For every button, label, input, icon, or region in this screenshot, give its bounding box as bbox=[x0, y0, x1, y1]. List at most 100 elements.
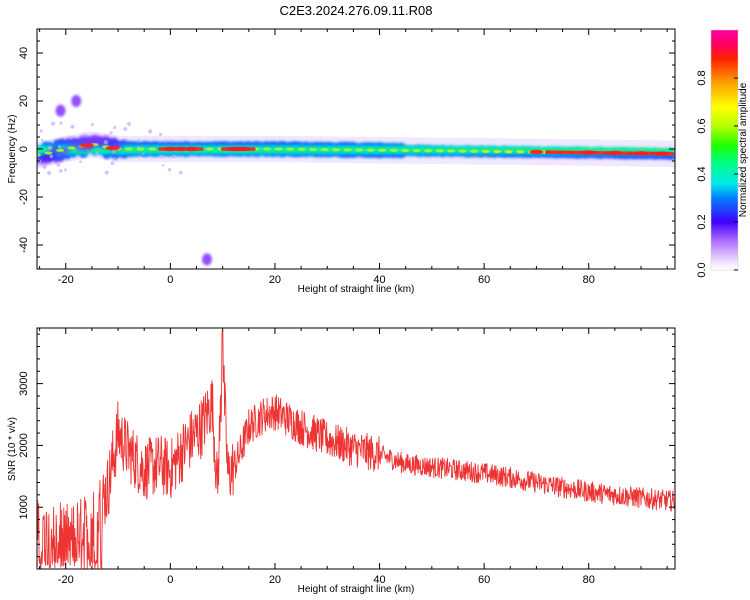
spectrogram-hotspot bbox=[529, 149, 544, 155]
spectrogram-hot-segment bbox=[545, 150, 675, 156]
snr-x-tick-label: 40 bbox=[373, 574, 385, 586]
spectrogram-y-tick-label: 0 bbox=[18, 146, 30, 152]
spectrogram-hotspot bbox=[79, 142, 94, 148]
snr-y-tick-label: 2000 bbox=[18, 433, 30, 457]
spectrogram-heat-layer bbox=[37, 95, 675, 266]
snr-x-tick-label: 20 bbox=[269, 574, 281, 586]
spectrogram-outlier bbox=[55, 104, 66, 117]
spectrogram-x-tick-label: 0 bbox=[167, 274, 173, 286]
spectrogram-core bbox=[286, 147, 295, 151]
spectrogram-core bbox=[343, 148, 352, 152]
spectrogram-core bbox=[37, 153, 41, 157]
spectrogram-speck bbox=[79, 160, 82, 163]
spectrogram-speck bbox=[178, 170, 183, 175]
spectrogram-speck bbox=[51, 121, 56, 126]
spectrogram-speck bbox=[137, 138, 141, 142]
colorbar-label: Normalized spectral amplitude bbox=[738, 82, 749, 217]
spectrogram-y-axis-label: Frequency (Hz) bbox=[7, 115, 18, 184]
spectrogram-speck bbox=[167, 168, 172, 172]
spectrogram-speck bbox=[113, 156, 116, 160]
spectrogram-speck bbox=[162, 164, 165, 167]
spectrogram-core bbox=[470, 149, 479, 153]
spectrogram-core bbox=[389, 148, 398, 152]
chart-title: C2E3.2024.276.09.11.R08 bbox=[280, 3, 433, 18]
spectrogram-speck bbox=[142, 152, 145, 155]
spectrogram-speck bbox=[123, 127, 128, 131]
spectrogram-speck bbox=[159, 154, 164, 159]
spectrogram-core bbox=[504, 150, 513, 154]
spectrogram-speck bbox=[110, 161, 115, 166]
spectrogram-ticks: -20 0 20 40 60 80 -40 -20 0 20 40 bbox=[18, 28, 675, 286]
snr-y-tick-label: 1000 bbox=[18, 495, 30, 519]
spectrogram-hotspot bbox=[105, 145, 120, 151]
snr-frame bbox=[36, 327, 676, 570]
spectrogram-speck bbox=[56, 162, 61, 167]
spectrogram-panel: -20 0 20 40 60 80 -40 -20 0 20 40 Height of straig… bbox=[7, 28, 676, 295]
spectrogram-core bbox=[125, 147, 134, 151]
spectrogram-core bbox=[205, 147, 214, 151]
colorbar-gradient bbox=[711, 30, 738, 270]
colorbar-tick-label: 0.2 bbox=[696, 214, 708, 229]
spectrogram-outlier bbox=[201, 253, 212, 266]
snr-panel: -20 0 20 40 60 80 1000 2000 3000 Height of strai… bbox=[7, 327, 676, 595]
snr-x-tick-label: 60 bbox=[478, 574, 490, 586]
spectrogram-speck bbox=[58, 169, 63, 173]
colorbar-ticks: 0.0 0.2 0.4 0.6 0.8 bbox=[696, 70, 738, 278]
spectrogram-speck bbox=[49, 154, 54, 159]
spectrogram-core bbox=[435, 149, 444, 153]
spectrogram-core bbox=[366, 148, 375, 152]
spectrogram-x-tick-label: 20 bbox=[269, 274, 281, 286]
spectrogram-outlier bbox=[71, 95, 82, 107]
spectrogram-speck bbox=[47, 145, 52, 150]
spectrogram-x-tick-label: 40 bbox=[373, 274, 385, 286]
colorbar-tick-label: 0.8 bbox=[696, 70, 708, 85]
spectrogram-speck bbox=[47, 170, 52, 176]
spectrogram-speck bbox=[171, 154, 176, 158]
spectrogram-speck bbox=[57, 145, 61, 149]
spectrogram-core bbox=[424, 149, 433, 153]
spectrogram-speck bbox=[39, 129, 43, 133]
spectrogram-core bbox=[516, 150, 525, 154]
spectrogram-speck bbox=[103, 139, 109, 145]
spectrogram-y-tick-label: 20 bbox=[18, 95, 30, 107]
spectrogram-core bbox=[332, 148, 341, 152]
spectrogram-speck bbox=[164, 139, 168, 143]
spectrogram-speck bbox=[90, 123, 94, 127]
spectrogram-speck bbox=[137, 145, 140, 149]
spectrogram-speck bbox=[109, 131, 113, 135]
spectrogram-core bbox=[447, 149, 456, 153]
snr-y-axis-label: SNR (10 * v/v) bbox=[7, 417, 18, 481]
spectrogram-speck bbox=[95, 151, 99, 155]
spectrogram-y-tick-label: -40 bbox=[18, 237, 30, 253]
spectrogram-core bbox=[44, 151, 53, 155]
spectrogram-core bbox=[481, 149, 490, 154]
snr-x-tick-label: 80 bbox=[583, 574, 595, 586]
spectrogram-speck bbox=[170, 139, 174, 143]
spectrogram-speck bbox=[113, 125, 117, 130]
colorbar-tick-label: 0.4 bbox=[696, 166, 708, 181]
spectrogram-core bbox=[67, 146, 76, 150]
spectrogram-speck bbox=[59, 121, 63, 125]
spectrogram-core bbox=[401, 148, 410, 153]
spectrogram-core bbox=[148, 147, 157, 151]
spectrogram-y-tick-label: 40 bbox=[18, 47, 30, 59]
spectrogram-speck bbox=[63, 168, 67, 172]
spectrogram-x-tick-label: -20 bbox=[58, 274, 74, 286]
spectrogram-speck bbox=[70, 124, 75, 129]
snr-x-tick-label: 0 bbox=[167, 574, 173, 586]
spectrogram-speck bbox=[40, 138, 44, 142]
spectrogram-speck bbox=[124, 139, 128, 142]
spectrogram-y-tick-label: -20 bbox=[18, 189, 30, 205]
spectrogram-core bbox=[320, 147, 329, 152]
spectrogram-speck bbox=[159, 132, 163, 136]
spectrogram-x-tick-label: 60 bbox=[478, 274, 490, 286]
snr-x-axis-label: Height of straight line (km) bbox=[298, 584, 415, 595]
spectrogram-speck bbox=[70, 135, 73, 139]
spectrogram-core bbox=[297, 147, 306, 151]
spectrogram-speck bbox=[112, 149, 116, 154]
spectrogram-core bbox=[458, 149, 467, 153]
spectrogram-speck bbox=[42, 164, 47, 169]
spectrogram-x-tick-label: 80 bbox=[583, 274, 595, 286]
colorbar-tick-label: 0.6 bbox=[696, 118, 708, 133]
